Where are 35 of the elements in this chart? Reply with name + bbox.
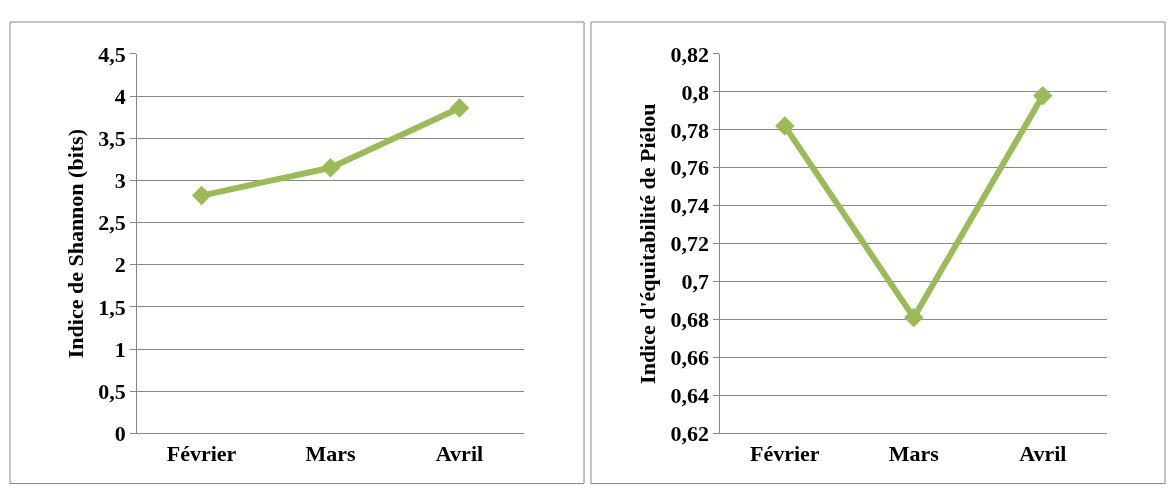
y-tick-label: 0,66	[670, 345, 709, 371]
point	[1033, 85, 1053, 106]
y-tick-label: 0	[114, 421, 126, 446]
y-tick-label: 0,74	[670, 193, 709, 219]
point	[775, 116, 795, 136]
y-axis-title: Indice de Shannon (bits)	[62, 129, 88, 359]
point	[320, 158, 341, 178]
y-tick-label: 0,82	[670, 41, 709, 67]
y-tick-label: 0,5	[98, 378, 126, 404]
x-tick-label: Avril	[435, 440, 484, 466]
y-axis-title: Indice d'équitabilité de Piélou	[635, 103, 661, 384]
point	[449, 98, 470, 118]
y-tick-label: 3,5	[98, 125, 126, 151]
y-tick-label: 4,5	[98, 41, 126, 67]
y-tick-label: 1	[114, 336, 126, 362]
y-tick-label: 0,72	[670, 231, 709, 257]
x-tick-label: Février	[750, 440, 820, 466]
y-tick-label: 0,76	[670, 155, 709, 181]
y-tick-label: 2,5	[98, 210, 126, 236]
y-tick-label: 0,7	[681, 269, 709, 295]
x-tick-label: Mars	[888, 440, 940, 466]
y-tick-label: 0,78	[670, 117, 709, 143]
y-tick-label: 0,8	[681, 79, 709, 105]
x-tick-label: Avril	[1019, 440, 1067, 466]
x-tick-label: Mars	[305, 440, 356, 466]
y-tick-label: 0,64	[670, 383, 709, 409]
point	[191, 185, 212, 206]
y-tick-label: 3	[114, 168, 126, 194]
y-tick-label: 1,5	[98, 294, 126, 320]
x-tick-label: Février	[166, 440, 237, 466]
y-tick-label: 0,62	[670, 421, 709, 446]
point	[904, 307, 924, 328]
y-tick-label: 0,68	[670, 307, 709, 333]
y-tick-label: 4	[114, 83, 126, 109]
y-tick-label: 2	[114, 252, 126, 278]
